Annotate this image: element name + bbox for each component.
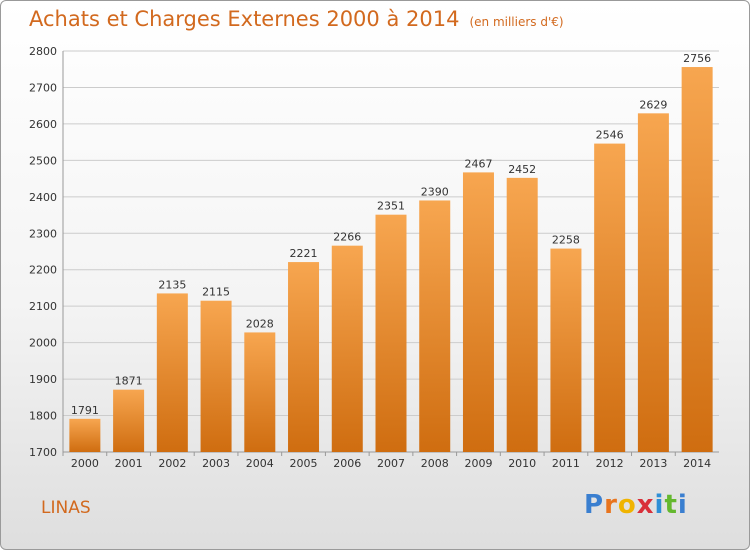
y-tick-label: 2600 [29,118,57,131]
bar [594,143,626,452]
x-tick-label: 2003 [202,457,230,470]
bar-value-label: 1791 [71,404,99,417]
bar [550,248,582,452]
x-tick-label: 2009 [464,457,492,470]
proxiti-logo: Proxiti [584,490,688,520]
y-tick-label: 2300 [29,227,57,240]
x-tick-label: 2011 [552,457,580,470]
logo-letter: r [604,490,618,520]
x-tick-label: 2005 [290,457,318,470]
x-tick-label: 2008 [421,457,449,470]
bar-value-label: 2546 [596,129,624,142]
bar-value-label: 2115 [202,286,230,299]
data-labels: 1791 1871 2135 2115 2028 2221 2266 2351 2390 2467… [71,52,711,417]
bar-value-label: 2629 [639,98,667,111]
bar-value-label: 2258 [552,234,580,247]
x-axis: 2000 2001 2002 2003 2004 2005 2006 2007 2008 2009… [62,452,711,470]
bar [288,262,320,452]
y-tick-label: 1700 [29,446,57,459]
bar [69,418,101,452]
x-tick-label: 2002 [158,457,186,470]
bar-value-label: 1871 [115,375,143,388]
logo-letter: i [677,490,688,520]
x-tick-label: 2001 [115,457,143,470]
bar [156,293,188,452]
logo-letter: P [584,490,605,520]
y-tick-label: 2700 [29,81,57,94]
x-tick-label: 2010 [508,457,536,470]
y-tick-label: 1900 [29,373,57,386]
x-tick-label: 2004 [246,457,274,470]
logo-letter: i [654,490,665,520]
y-tick-label: 2100 [29,300,57,313]
logo-letter: t [664,490,678,520]
bar-value-label: 2028 [246,317,274,330]
bar-value-label: 2135 [158,278,186,291]
logo-letter: o [617,490,637,520]
x-tick-label: 2013 [639,457,667,470]
y-tick-label: 2800 [29,45,57,58]
bar-value-label: 2221 [290,247,318,260]
y-tick-label: 1800 [29,410,57,423]
place-name: LINAS [41,498,91,518]
bar-value-label: 2390 [421,185,449,198]
bar-value-label: 2756 [683,52,711,65]
x-tick-label: 2006 [333,457,361,470]
bar-value-label: 2351 [377,200,405,213]
bar [375,214,407,452]
bars [69,67,713,453]
bar [331,245,363,452]
chart-title-text: Achats et Charges Externes 2000 à 2014 [29,7,460,31]
y-axis: 1700 1800 1900 2000 2100 2200 2300 2400 2500 2600… [29,45,57,459]
y-tick-label: 2500 [29,154,57,167]
bar [200,300,232,452]
bar [637,113,669,452]
y-tick-label: 2200 [29,264,57,277]
bar [244,332,276,452]
bar-value-label: 2266 [333,231,361,244]
x-tick-label: 2007 [377,457,405,470]
bar-value-label: 2452 [508,163,536,176]
x-tick-label: 2014 [683,457,711,470]
bar-value-label: 2467 [464,157,492,170]
bar [506,177,538,452]
bar [419,200,451,452]
logo-letter: x [636,490,655,520]
y-tick-label: 2400 [29,191,57,204]
y-tick-label: 2000 [29,337,57,350]
chart-subtitle: (en milliers d'€) [469,15,564,29]
bar [681,67,713,452]
chart-title: Achats et Charges Externes 2000 à 2014 (e… [29,7,564,31]
x-tick-label: 2000 [71,457,99,470]
x-tick-label: 2012 [596,457,624,470]
bar [113,389,145,452]
bar [462,172,494,453]
